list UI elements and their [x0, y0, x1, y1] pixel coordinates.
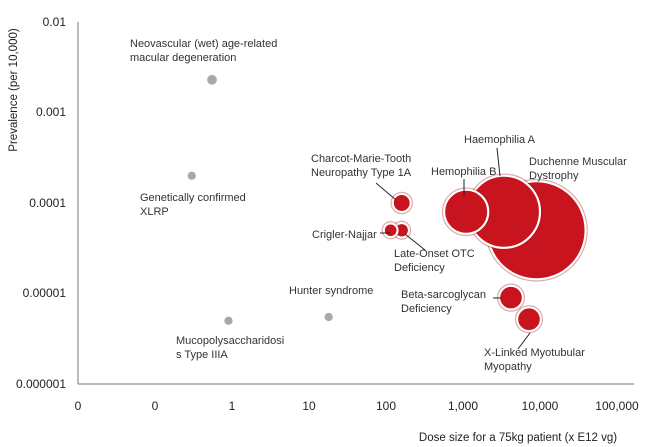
point-annotation: Hunter syndrome: [289, 285, 373, 297]
bubble-point: [223, 315, 234, 327]
annotation-line: Hemophilia B: [431, 166, 496, 178]
point-annotation: Mucopolysaccharidosi s Type IIIA: [176, 335, 284, 361]
x-tick-label: 100,000: [595, 399, 639, 413]
bubble-point: [516, 306, 543, 333]
y-tick-label: 0.001: [36, 105, 66, 119]
bubble-halo: [381, 221, 400, 240]
annotation-labels: Neovascular (wet) age-related macular deg…: [130, 38, 627, 373]
x-tick-label: 1,000: [448, 399, 478, 413]
point-annotation: Hemophilia B: [431, 166, 496, 178]
y-tick-label: 0.00001: [23, 286, 67, 300]
axes: [77, 22, 634, 385]
annotation-line: Neovascular (wet) age-related: [130, 38, 277, 50]
point-annotation: Crigler-Najjar: [312, 229, 377, 241]
annotation-line: X-Linked Myotubular: [484, 347, 585, 359]
point-annotation: Late-Onset OTC Deficiency: [394, 248, 475, 274]
x-tick-label: 0: [75, 399, 82, 413]
annotation-line: Charcot-Marie-Tooth: [311, 153, 411, 165]
bubble-halo: [390, 191, 413, 215]
annotation-line: Genetically confirmed: [140, 192, 246, 204]
y-tick-label: 0.000001: [16, 377, 66, 391]
y-axis-title: Prevalence (per 10,000): [8, 28, 20, 152]
point-annotation: Duchenne Muscular Dystrophy: [529, 156, 627, 182]
x-tick-label: 10: [302, 399, 316, 413]
point-annotation: Haemophilia A: [464, 134, 536, 146]
point-annotation: Beta-sarcoglycan Deficiency: [401, 289, 486, 315]
leader-line: [404, 233, 426, 251]
x-tick-label: 100: [376, 399, 396, 413]
y-axis-ticks: 0.01 0.001 0.0001 0.00001 0.000001: [16, 15, 66, 391]
point-annotation: Genetically confirmed XLRP: [140, 192, 246, 218]
bubble-point: [497, 284, 524, 311]
bubble-point: [323, 311, 335, 323]
bubble-point: [205, 73, 219, 86]
annotation-line: Deficiency: [394, 262, 445, 274]
annotation-line: s Type IIIA: [176, 349, 228, 361]
point-annotation: X-Linked Myotubular Myopathy: [484, 347, 585, 373]
annotation-line: Crigler-Najjar: [312, 229, 377, 241]
annotation-line: Neuropathy Type 1A: [311, 167, 412, 179]
annotation-leader-lines: [375, 147, 531, 350]
annotation-line: Beta-sarcoglycan: [401, 289, 486, 301]
annotation-line: Deficiency: [401, 303, 452, 315]
bubble-point: [382, 222, 399, 239]
bubble-point: [442, 188, 490, 235]
bubble-halo: [441, 187, 491, 237]
y-tick-label: 0.01: [43, 15, 67, 29]
x-axis-ticks: 0 0 1 10 100 1,000 10,000 100,000: [75, 399, 639, 413]
leader-line: [496, 147, 501, 177]
x-tick-label: 1: [229, 399, 236, 413]
annotation-line: macular degeneration: [130, 52, 236, 64]
x-tick-label: 0: [152, 399, 159, 413]
annotation-line: XLRP: [140, 206, 169, 218]
bubble-point: [186, 170, 198, 182]
annotation-line: Late-Onset OTC: [394, 248, 475, 260]
bubble-point: [391, 192, 412, 214]
y-tick-label: 0.0001: [29, 196, 66, 210]
annotation-line: Dystrophy: [529, 170, 579, 182]
annotation-line: Duchenne Muscular: [529, 156, 627, 168]
annotation-line: Hunter syndrome: [289, 285, 373, 297]
annotation-line: Myopathy: [484, 361, 532, 373]
point-annotation: Neovascular (wet) age-related macular deg…: [130, 38, 277, 64]
leader-line: [375, 182, 397, 201]
point-annotation: Charcot-Marie-Tooth Neuropathy Type 1A: [311, 153, 412, 179]
annotation-line: Mucopolysaccharidosi: [176, 335, 284, 347]
x-tick-label: 10,000: [522, 399, 559, 413]
bubble-halo: [514, 305, 544, 334]
annotation-line: Haemophilia A: [464, 134, 536, 146]
leader-line: [517, 332, 531, 350]
bubble-series: [186, 73, 588, 334]
x-axis-title: Dose size for a 75kg patient (x E12 vg): [419, 432, 617, 444]
